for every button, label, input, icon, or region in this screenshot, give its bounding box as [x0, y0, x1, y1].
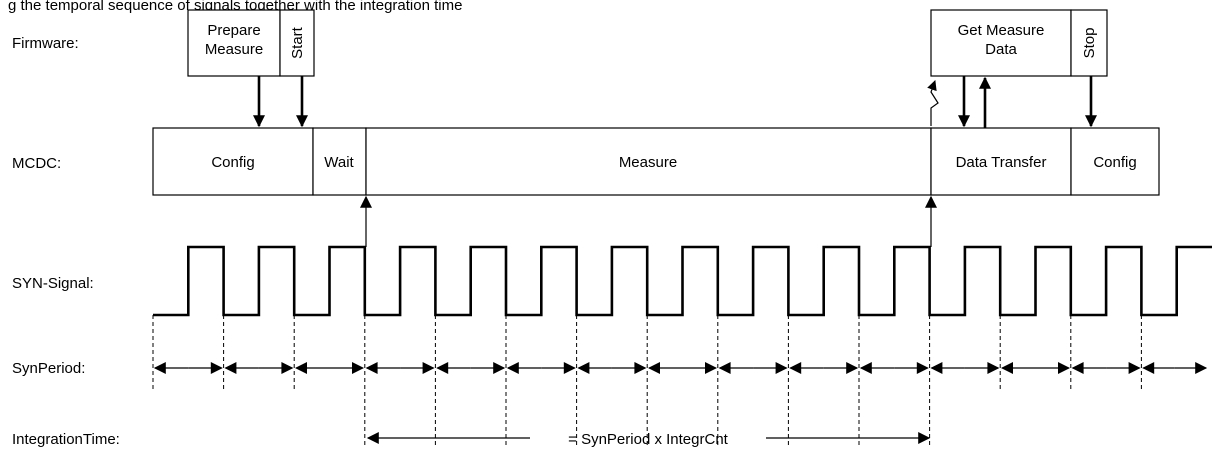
mcdc-state-bar: Config Wait Measure Data Transfer Config [152, 127, 1160, 196]
get-measure-data-label-line1: Get Measure [958, 22, 1045, 39]
mcdc-config-segment-2 [1070, 127, 1160, 196]
get-measure-data-label-line2: Data [985, 41, 1017, 58]
start-box [279, 9, 315, 77]
figure-caption: g the temporal sequence of signals toget… [8, 0, 462, 14]
stop-box [1070, 9, 1108, 77]
firmware-prepare-start-group: Prepare Measure Start [187, 9, 315, 77]
firmware-get-stop-group: Get Measure Data Stop [930, 9, 1108, 77]
stop-label: Stop [1081, 28, 1098, 59]
prepare-measure-label-line2: Measure [205, 41, 263, 58]
integration-time-indicator: = SynPeriod x IntegrCnt [366, 431, 931, 448]
mcdc-wait-label: Wait [324, 154, 354, 171]
mcdc-data-transfer-segment [930, 127, 1072, 196]
mcdc-data-transfer-label: Data Transfer [956, 154, 1047, 171]
mcdc-config-segment [152, 127, 314, 196]
integration-time-formula: = SynPeriod x IntegrCnt [568, 431, 729, 448]
firmware-row-label: Firmware: [12, 35, 79, 52]
period-guide-lines [152, 315, 1142, 448]
syn-signal-waveform [153, 245, 1212, 317]
interrupt-lightning-arrow [927, 80, 939, 126]
mcdc-measure-segment [365, 127, 932, 196]
prepare-measure-label-line1: Prepare [207, 22, 260, 39]
integration-time-row-label: IntegrationTime: [12, 431, 120, 448]
start-label: Start [289, 26, 306, 59]
mcdc-wait-segment [312, 127, 367, 196]
syn-period-row-label: SynPeriod: [12, 360, 85, 377]
syn-signal-row-label: SYN-Signal: [12, 275, 94, 292]
mcdc-measure-label: Measure [619, 154, 677, 171]
mcdc-config-label: Config [211, 154, 254, 171]
mcdc-row-label: MCDC: [12, 155, 61, 172]
mcdc-config-label-2: Config [1093, 154, 1136, 171]
